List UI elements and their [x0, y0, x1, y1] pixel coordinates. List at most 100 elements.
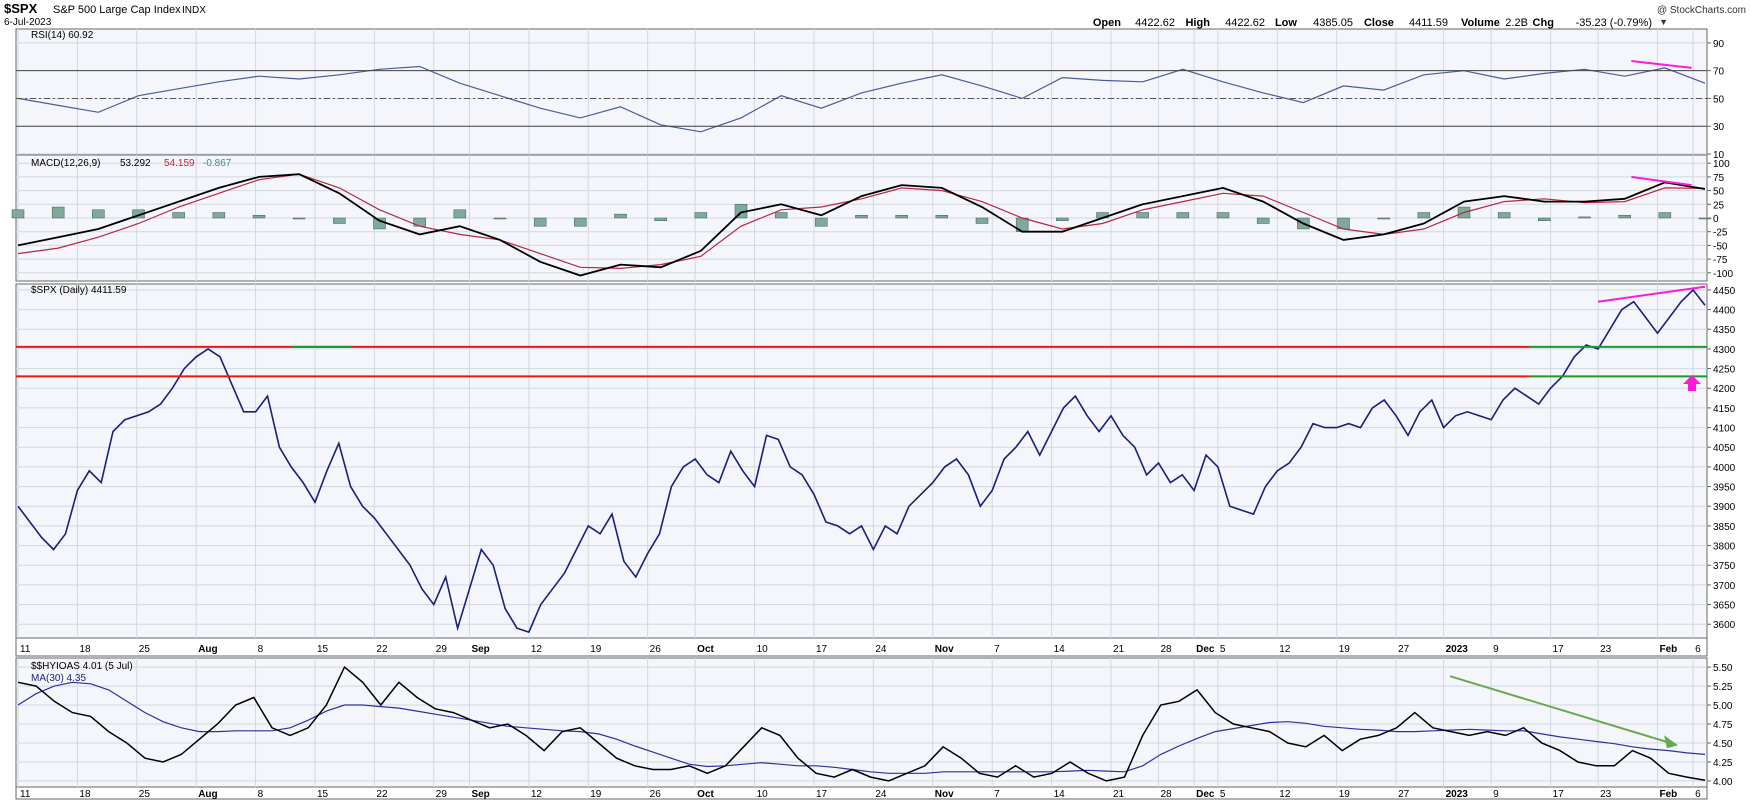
panel-frame-hyioas	[15, 657, 1708, 788]
chg-arrow-icon: ▼	[1659, 17, 1668, 27]
macd-histogram-bar	[815, 217, 828, 227]
x-tick-label: 17	[816, 644, 828, 655]
macd-histogram-bar	[1538, 217, 1551, 221]
x-tick-label: 19	[1339, 644, 1351, 655]
macd-histogram-bar	[533, 217, 547, 227]
x-tick-label-bottom: 6	[1695, 789, 1701, 800]
y-tick-label-rsi: 90	[1713, 39, 1725, 50]
macd-histogram-bar	[1136, 212, 1149, 219]
y-tick-label-price: 4250	[1713, 365, 1736, 376]
y-tick-label-hyioas: 4.75	[1713, 720, 1733, 731]
x-tick-label-bottom: 19	[1339, 789, 1351, 800]
rsi-divergence-line	[1631, 59, 1692, 69]
x-tick-label: Aug	[198, 644, 217, 655]
x-tick-label-bottom: Oct	[697, 789, 714, 800]
x-tick-label: 21	[1113, 644, 1125, 655]
x-axis-strip-bottom	[15, 786, 1708, 800]
y-tick-label-hyioas: 5.50	[1713, 663, 1733, 674]
x-tick-label: 18	[79, 644, 91, 655]
exchange-label: INDX	[182, 5, 206, 16]
y-tick-label-rsi: 30	[1713, 122, 1725, 133]
macd-hist-value: -0.867	[203, 158, 232, 169]
macd-histogram-bar	[935, 215, 949, 219]
macd-histogram-bar	[252, 215, 266, 219]
y-tick-label-hyioas: 4.00	[1713, 777, 1733, 788]
y-tick-label-price: 3950	[1713, 483, 1736, 494]
x-tick-label: 8	[258, 644, 264, 655]
x-tick-label-bottom: 12	[531, 789, 543, 800]
y-tick-label-macd: -50	[1713, 241, 1728, 252]
close-label: Close	[1364, 17, 1394, 29]
macd-histogram-bar	[694, 212, 708, 219]
x-tick-label: Oct	[697, 644, 714, 655]
y-tick-label-macd: -75	[1713, 255, 1728, 266]
x-tick-label-bottom: 7	[994, 789, 1000, 800]
y-tick-label-rsi: 10	[1713, 150, 1725, 161]
macd-line	[17, 173, 1706, 277]
x-tick-label: Feb	[1659, 644, 1677, 655]
x-tick-label-bottom: 9	[1493, 789, 1499, 800]
x-tick-label: 25	[139, 644, 151, 655]
y-tick-label-price: 4100	[1713, 424, 1736, 435]
y-tick-label-price: 4400	[1713, 306, 1736, 317]
copyright-label: @ StockCharts.com	[1657, 5, 1746, 16]
y-tick-label-price: 4000	[1713, 463, 1736, 474]
y-tick-label-hyioas: 4.50	[1713, 739, 1733, 750]
x-tick-label-bottom: 17	[816, 789, 828, 800]
high-value: 4422.62	[1225, 17, 1265, 29]
y-tick-label-price: 3850	[1713, 522, 1736, 533]
x-tick-label-bottom: 5	[1220, 789, 1226, 800]
rsi-line	[17, 65, 1706, 133]
y-tick-label-price: 4350	[1713, 325, 1736, 336]
price-divergence-line	[1597, 285, 1706, 303]
y-tick-label-price: 4050	[1713, 443, 1736, 454]
chg-label: Chg	[1533, 17, 1554, 29]
x-tick-label: 15	[317, 644, 329, 655]
x-tick-label: 23	[1600, 644, 1612, 655]
macd-histogram-bar	[493, 217, 507, 220]
y-tick-label-macd: 0	[1713, 214, 1719, 225]
macd-histogram-bar	[11, 209, 25, 219]
macd-histogram-bar	[1417, 212, 1431, 219]
macd-histogram-bar	[1618, 215, 1631, 219]
series-layer	[11, 65, 1712, 782]
macd-histogram-bar	[1256, 217, 1270, 224]
spx-price-line	[17, 288, 1706, 634]
close-value: 4411.59	[1409, 17, 1448, 29]
x-tick-label: 10	[757, 644, 769, 655]
x-tick-label: 2023	[1446, 644, 1469, 655]
x-tick-label-bottom: 23	[1600, 789, 1612, 800]
x-tick-label: Sep	[471, 644, 489, 655]
macd-histogram-bar	[614, 213, 627, 219]
high-label: High	[1185, 17, 1210, 29]
y-tick-label-macd: -25	[1713, 228, 1728, 239]
x-tick-label-bottom: 19	[590, 789, 602, 800]
macd-histogram-bar	[1056, 217, 1069, 221]
x-tick-label-bottom: Feb	[1659, 789, 1677, 800]
x-tick-label: 17	[1553, 644, 1565, 655]
macd-histogram-bar	[1658, 212, 1672, 219]
symbol-title: $SPX	[4, 1, 38, 16]
x-tick-label: 27	[1398, 644, 1410, 655]
macd-divergence-line	[1631, 175, 1692, 187]
x-tick-label-bottom: 22	[376, 789, 388, 800]
y-tick-label-macd: 100	[1713, 159, 1730, 170]
y-tick-label-macd: 50	[1713, 187, 1725, 198]
x-tick-label-bottom: 2023	[1446, 789, 1469, 800]
x-axis-strip	[15, 637, 1708, 657]
low-value: 4385.05	[1313, 17, 1353, 29]
y-tick-label-price: 4150	[1713, 404, 1736, 415]
macd-histogram-bar	[1698, 217, 1712, 220]
price-legend: $SPX (Daily) 4411.59	[31, 285, 127, 296]
macd-histogram-bar	[1578, 216, 1591, 219]
x-tick-label-bottom: 14	[1054, 789, 1066, 800]
panel-frame-rsi	[15, 28, 1708, 155]
macd-histogram-bar	[292, 217, 306, 220]
macd-histogram-bar	[1216, 212, 1230, 219]
y-tick-label-price: 3900	[1713, 502, 1736, 513]
ma30-legend: MA(30) 4.35	[31, 673, 86, 684]
x-tick-label: 28	[1161, 644, 1173, 655]
x-tick-label: 9	[1493, 644, 1499, 655]
x-tick-label-bottom: 24	[875, 789, 887, 800]
